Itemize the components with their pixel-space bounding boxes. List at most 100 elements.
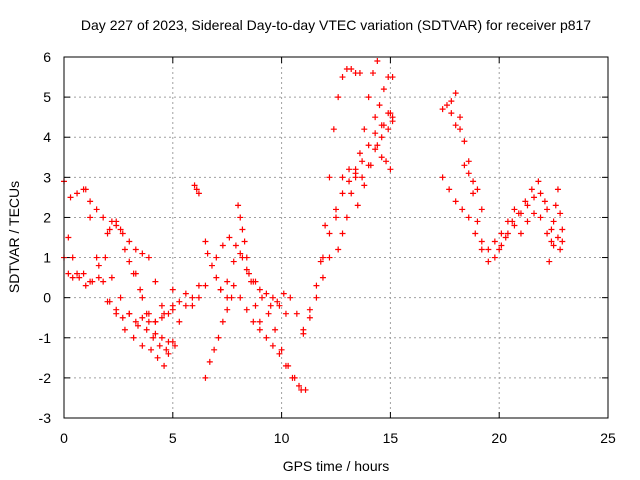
data-point <box>82 282 89 289</box>
data-point <box>504 230 511 237</box>
data-point <box>163 346 170 353</box>
data-point <box>470 178 477 185</box>
data-point <box>498 242 505 249</box>
data-point <box>276 350 283 357</box>
data-point <box>498 230 505 237</box>
data-point <box>100 214 107 221</box>
data-point <box>267 302 274 309</box>
data-point <box>165 310 172 317</box>
data-point <box>152 330 159 337</box>
data-point <box>228 294 235 301</box>
data-point <box>134 322 141 329</box>
data-point <box>239 226 246 233</box>
y-tick-label: -2 <box>39 370 52 386</box>
data-point <box>361 126 368 133</box>
data-point <box>448 110 455 117</box>
data-point <box>139 314 146 321</box>
data-point <box>274 298 281 305</box>
data-point <box>465 170 472 177</box>
data-point <box>387 166 394 173</box>
data-point <box>191 182 198 189</box>
data-point <box>176 298 183 305</box>
data-point <box>154 354 161 361</box>
data-point <box>511 206 518 213</box>
data-point <box>372 130 379 137</box>
series-t11 <box>213 234 305 393</box>
data-point <box>80 270 87 277</box>
data-point <box>335 246 342 253</box>
data-point <box>313 294 320 301</box>
data-point <box>119 314 126 321</box>
data-point <box>389 114 396 121</box>
series-t6 <box>130 270 202 353</box>
series-t17 <box>335 58 381 253</box>
data-point <box>387 110 394 117</box>
data-point <box>502 234 509 241</box>
data-point <box>306 306 313 313</box>
data-point <box>243 306 250 313</box>
gridlines <box>64 57 608 418</box>
data-point <box>139 294 146 301</box>
data-point <box>356 70 363 77</box>
data-point <box>237 294 244 301</box>
data-point <box>69 254 76 261</box>
data-point <box>317 258 324 265</box>
data-point <box>126 258 133 265</box>
data-point <box>206 358 213 365</box>
y-tick-label: 3 <box>43 169 51 185</box>
chart-title: Day 227 of 2023, Sidereal Day-to-day VTE… <box>81 17 591 33</box>
data-point <box>291 374 298 381</box>
data-point <box>93 254 100 261</box>
data-point <box>189 294 196 301</box>
x-tick-label: 15 <box>383 430 399 446</box>
series-t23 <box>448 90 485 213</box>
data-point <box>263 290 270 297</box>
series-t7 <box>169 282 209 309</box>
data-point <box>272 326 279 333</box>
y-axis-label: SDTVAR / TECUs <box>6 181 22 293</box>
data-point <box>554 234 561 241</box>
series-t1 <box>61 178 178 349</box>
series-t9 <box>202 238 309 393</box>
data-point <box>161 362 168 369</box>
x-tick-label: 0 <box>60 430 68 446</box>
data-point <box>552 202 559 209</box>
data-point <box>383 158 390 165</box>
data-point <box>478 206 485 213</box>
series-t20 <box>378 154 394 173</box>
data-point <box>241 238 248 245</box>
data-point <box>250 318 257 325</box>
data-point <box>465 158 472 165</box>
data-point <box>158 314 165 321</box>
data-point <box>95 274 102 281</box>
data-point <box>202 282 209 289</box>
data-point <box>137 286 144 293</box>
data-point <box>158 302 165 309</box>
data-point <box>550 242 557 249</box>
data-point <box>65 234 72 241</box>
data-point <box>326 230 333 237</box>
data-point <box>359 158 366 165</box>
data-point <box>217 286 224 293</box>
data-point <box>306 314 313 321</box>
data-point <box>256 326 263 333</box>
data-point <box>263 334 270 341</box>
y-tick-label: 2 <box>43 209 51 225</box>
data-point <box>485 258 492 265</box>
data-point <box>280 290 287 297</box>
data-point <box>195 282 202 289</box>
data-point <box>448 98 455 105</box>
data-point <box>219 318 226 325</box>
data-point <box>171 342 178 349</box>
data-point <box>148 346 155 353</box>
data-point <box>126 238 133 245</box>
data-point <box>348 66 355 73</box>
data-point <box>195 190 202 197</box>
data-point <box>439 174 446 181</box>
data-point <box>202 238 209 245</box>
data-point <box>550 218 557 225</box>
data-point <box>443 102 450 109</box>
data-point <box>446 186 453 193</box>
data-point <box>333 214 339 221</box>
